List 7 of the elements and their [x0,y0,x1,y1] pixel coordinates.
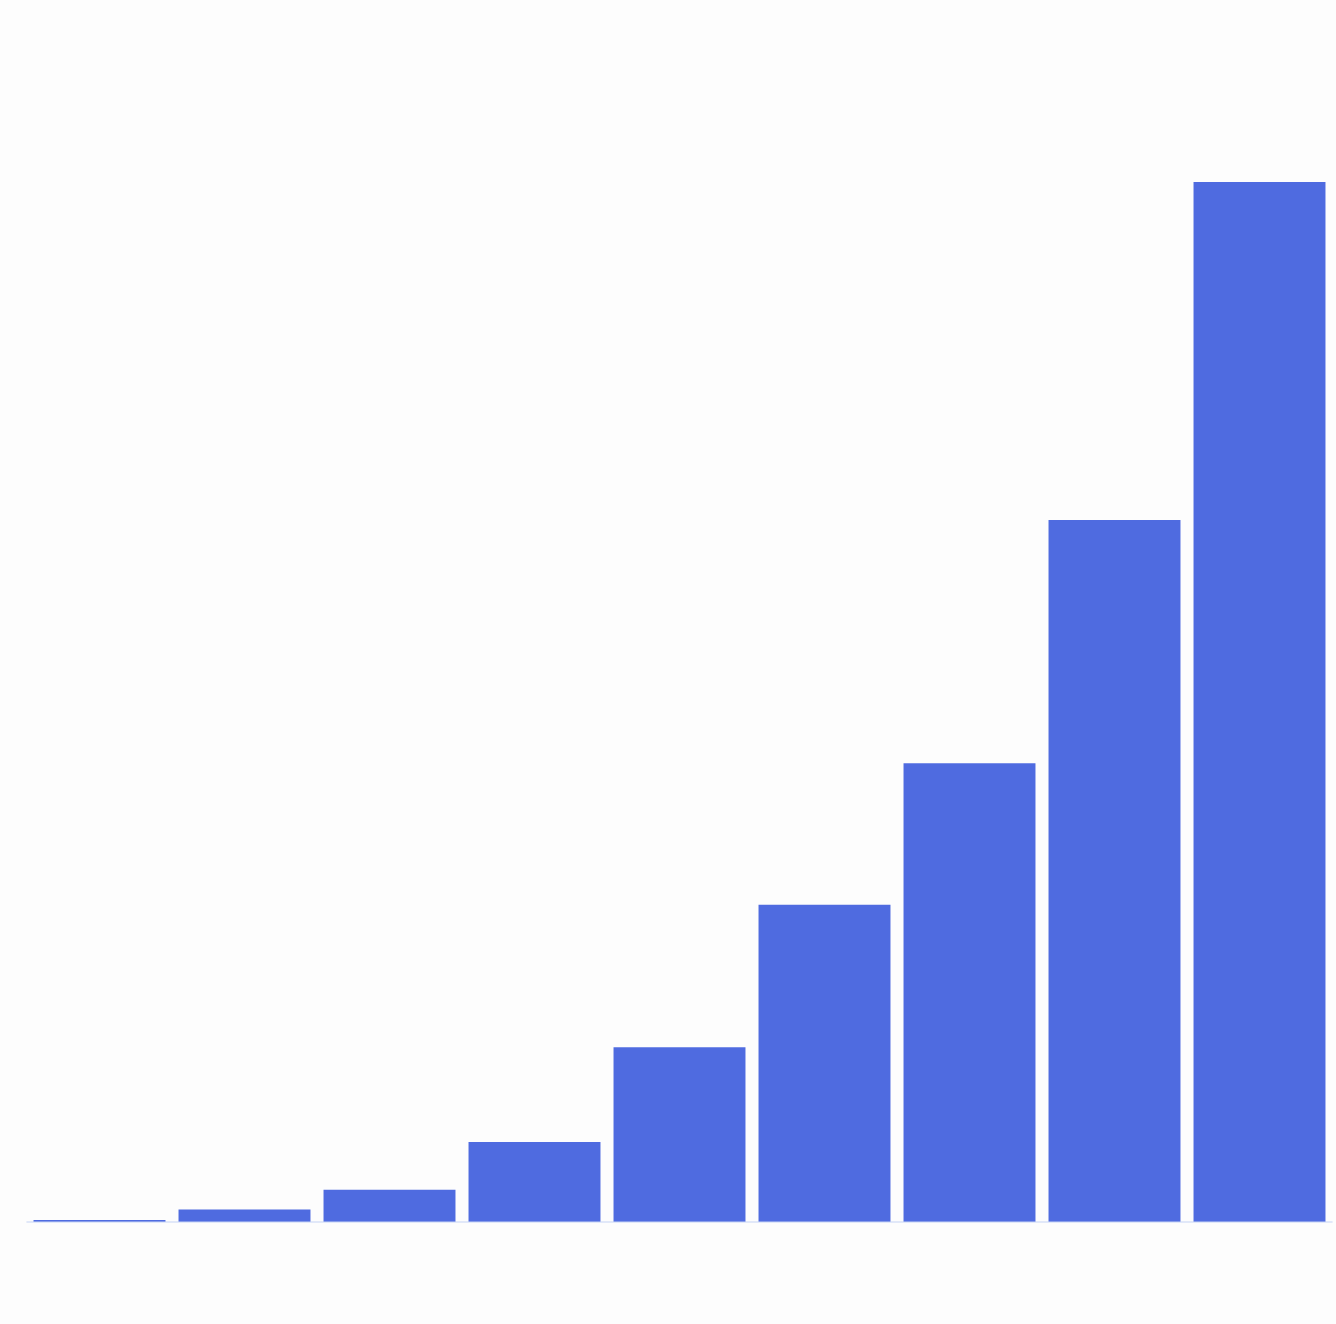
bar [1048,520,1181,1222]
bar [758,904,891,1222]
bar [903,763,1036,1222]
bar [468,1141,601,1222]
bar [613,1047,746,1222]
bar [1193,182,1326,1222]
bar [323,1189,456,1222]
